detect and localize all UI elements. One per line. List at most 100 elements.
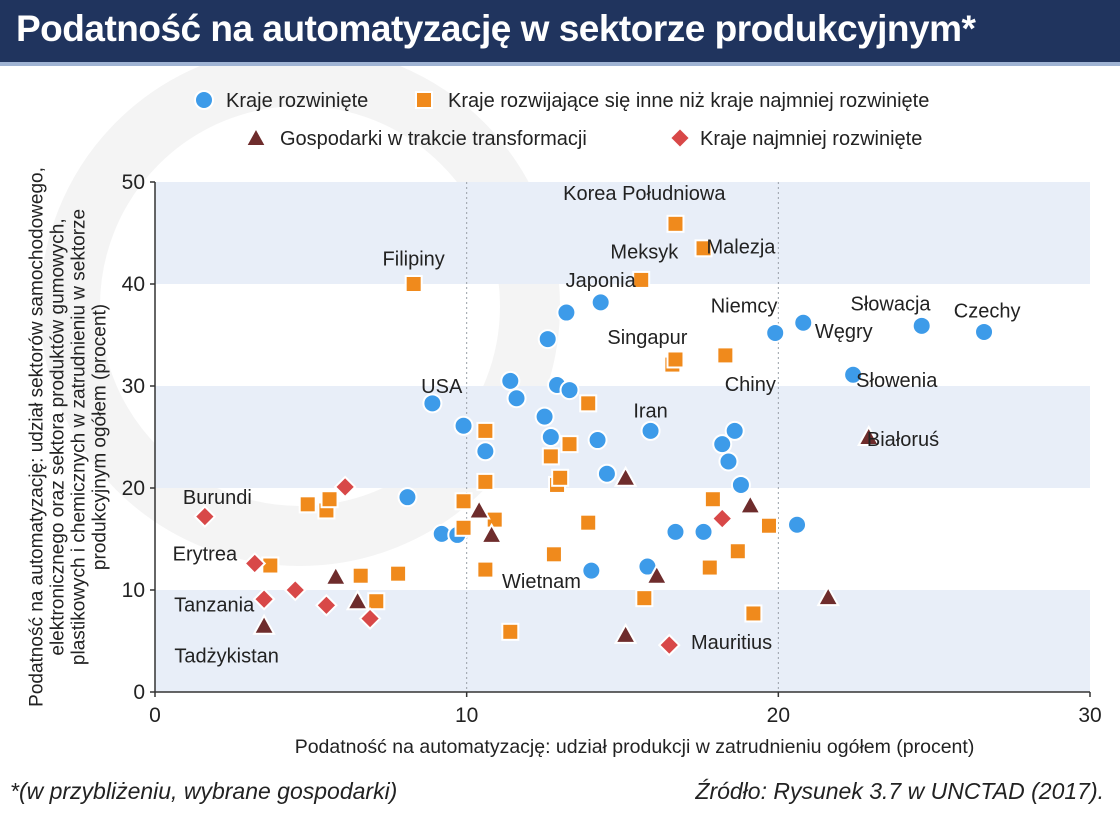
source-note: Źródło: Rysunek 3.7 w UNCTAD (2017). <box>695 778 1104 804</box>
country-label: Słowenia <box>856 370 938 392</box>
data-point-square <box>485 510 504 529</box>
y-axis-label: Podatność na automatyzację: udział sekto… <box>27 167 111 707</box>
y-tick-label: 10 <box>122 579 145 602</box>
data-point-square <box>694 239 713 258</box>
data-point-square <box>404 275 423 293</box>
y-axis-label-line: Podatność na automatyzację: udział sekto… <box>27 167 48 707</box>
data-point-triangle <box>613 465 638 487</box>
data-point-circle <box>843 364 864 385</box>
data-point-square <box>579 513 598 532</box>
legend-item: Kraje rozwinięte <box>194 90 368 112</box>
data-point-square <box>744 604 763 623</box>
data-point-square <box>544 545 563 564</box>
data-point-circle <box>506 388 527 409</box>
data-point-circle <box>534 406 555 427</box>
title-bar: Podatność na automatyzację w sektorze pr… <box>0 0 1120 62</box>
legend-item: Gospodarki w trakcie transformacji <box>244 125 587 150</box>
y-axis-label-line: produkcyjnym ogółem (procent) <box>90 304 111 570</box>
legend-marker-diamond <box>668 126 692 150</box>
data-point-circle <box>640 420 661 441</box>
series-triangle <box>252 424 881 644</box>
data-point-diamond <box>333 475 357 499</box>
data-point-diamond <box>193 505 217 528</box>
data-point-square <box>367 592 386 611</box>
legend-marker-triangle <box>244 125 268 147</box>
data-point-circle <box>793 312 814 333</box>
country-label: Słowacja <box>851 293 932 315</box>
data-point-circle <box>559 380 580 401</box>
data-point-circle <box>665 521 686 542</box>
country-label: Japonia <box>566 270 637 292</box>
data-point-triangle <box>479 522 504 544</box>
data-point-square <box>703 490 722 509</box>
data-point-square <box>476 421 495 440</box>
legend-label: Kraje najmniej rozwinięte <box>700 128 922 150</box>
data-point-triangle <box>645 563 669 585</box>
page-title: Podatność na automatyzację w sektorze pr… <box>16 8 976 49</box>
country-label: Malezja <box>706 236 776 258</box>
y-tick-label: 30 <box>122 375 145 398</box>
data-point-triangle <box>252 613 276 635</box>
data-point-circle <box>581 560 602 581</box>
data-point-diamond <box>657 633 681 657</box>
data-point-square <box>551 468 570 487</box>
country-label: Węgry <box>815 321 873 343</box>
data-point-diamond <box>252 587 276 611</box>
data-point-circle <box>765 322 786 343</box>
data-point-triangle <box>345 589 370 611</box>
data-point-square <box>261 556 280 575</box>
data-point-diamond <box>358 607 382 630</box>
y-tick-label: 50 <box>122 171 145 194</box>
country-label: Iran <box>633 400 667 422</box>
x-axis-label: Podatność na automatyzację: udział produ… <box>295 736 975 758</box>
data-point-square <box>476 472 495 491</box>
country-label: Filipiny <box>383 249 445 271</box>
legend-marker-circle <box>194 90 214 110</box>
watermark-ring <box>40 66 560 566</box>
data-point-diamond <box>283 578 307 602</box>
data-point-square <box>728 542 747 561</box>
y-tick-label: 20 <box>122 477 145 500</box>
series-diamond <box>193 475 734 657</box>
data-point-triangle <box>467 498 491 520</box>
legend-item: Kraje rozwijające się inne niż kraje naj… <box>415 90 929 112</box>
data-point-circle <box>537 329 558 350</box>
x-tick-label: 0 <box>149 704 161 727</box>
data-point-square <box>298 495 317 514</box>
data-point-circle <box>422 393 443 414</box>
data-point-circle <box>730 474 751 495</box>
data-point-triangle <box>324 564 348 586</box>
series-circle <box>397 292 995 581</box>
data-point-triangle <box>738 493 762 515</box>
data-point-square <box>351 566 370 585</box>
data-point-circle <box>596 463 617 484</box>
data-point-square <box>320 490 339 509</box>
data-point-square <box>700 558 719 577</box>
data-point-circle <box>693 521 714 542</box>
country-label: Tadżykistan <box>174 645 279 667</box>
y-axis-label-line: elektronicznego oraz sektora produktów g… <box>48 218 69 655</box>
data-point-square <box>501 622 520 641</box>
legend-label: Kraje rozwijające się inne niż kraje naj… <box>448 90 929 112</box>
data-point-square <box>389 564 408 583</box>
legend-label: Gospodarki w trakcie transformacji <box>280 128 587 150</box>
data-point-circle <box>500 370 521 391</box>
y-tick-label: 0 <box>133 681 145 704</box>
data-point-triangle <box>613 622 638 644</box>
country-label: Korea Południowa <box>563 183 726 205</box>
country-label: USA <box>421 376 463 398</box>
legend-marker-square <box>415 91 433 109</box>
country-label: Erytrea <box>173 543 238 565</box>
x-tick-label: 30 <box>1078 704 1101 727</box>
series-square <box>261 214 778 641</box>
data-point-diamond <box>243 552 267 575</box>
data-point-square <box>666 214 685 233</box>
data-point-circle <box>556 302 577 323</box>
country-label: Tanzania <box>174 594 255 616</box>
data-point-circle <box>590 292 611 313</box>
data-point-square <box>759 516 778 535</box>
y-tick-label: 40 <box>122 273 145 296</box>
data-point-square <box>579 394 598 413</box>
data-point-circle <box>587 430 608 451</box>
data-point-square <box>454 492 473 511</box>
